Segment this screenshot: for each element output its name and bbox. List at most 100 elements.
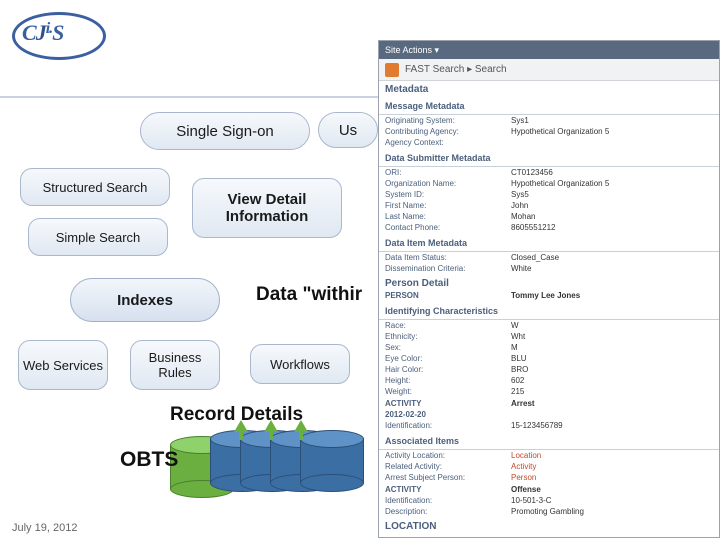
k: Height: [385,375,511,386]
k: Data Item Status: [385,252,511,263]
v: Offense [511,484,713,495]
sso-label: Single Sign-on [172,121,278,142]
v: M [511,342,713,353]
v: Sys1 [511,115,713,126]
logo-s: S [52,20,63,45]
k: First Name: [385,200,511,211]
panel-body: Metadata Message Metadata Originating Sy… [379,81,719,537]
up-arrow-icon [294,420,308,432]
v: 10-501-3-C [511,495,713,506]
logo-j: J [36,20,46,45]
k: Originating System: [385,115,511,126]
k: Identification: [385,495,511,506]
workflows-label: Workflows [266,355,334,374]
k: Related Activity: [385,461,511,472]
k: Organization Name: [385,178,511,189]
k: PERSON [385,290,511,301]
structured-label: Structured Search [39,178,152,197]
simple-label: Simple Search [52,228,145,247]
v: Sys5 [511,189,713,200]
v: 8605551212 [511,222,713,233]
breadcrumb: FAST Search ▸ Search [379,59,719,81]
workflows-box: Workflows [250,344,350,384]
v: John [511,200,713,211]
footer-date: July 19, 2012 [12,522,77,534]
activity-date: 2012-02-20 [385,409,511,420]
up-arrow-icon [234,420,248,432]
site-actions[interactable]: Site Actions ▾ [379,41,719,59]
k: Eye Color: [385,353,511,364]
k: Contributing Agency: [385,126,511,137]
up-arrow-icon [264,420,278,432]
v: Hypothetical Organization 5 [511,126,713,137]
activity-heading: ACTIVITY [385,398,511,409]
view-detail-label: View Detail Information [193,189,341,227]
k: Race: [385,320,511,331]
v: 15-123456789 [511,420,713,431]
activity2-heading: ACTIVITY [385,484,511,495]
v: Hypothetical Organization 5 [511,178,713,189]
obts-heading: OBTS [120,448,178,472]
v: BLU [511,353,713,364]
v: Closed_Case [511,252,713,263]
k: Activity Location: [385,450,511,461]
data-within-text: Data "withir [256,284,362,306]
indexes-label: Indexes [113,290,177,311]
v[interactable]: Location [511,450,713,461]
k: Arrest Subject Person: [385,472,511,483]
v: CT0123456 [511,167,713,178]
k: Agency Context: [385,137,511,148]
v: Wht [511,331,713,342]
k: Description: [385,506,511,517]
idch-heading: Identifying Characteristics [379,303,719,320]
location-heading: LOCATION [379,518,719,533]
db-cylinder-4 [300,430,364,492]
v[interactable]: Person [511,472,713,483]
us-box: Us [318,112,378,148]
v [511,137,713,148]
search-app-icon [385,63,399,77]
indexes-box: Indexes [70,278,220,322]
k: Contact Phone: [385,222,511,233]
person-detail-heading: Person Detail [379,275,719,290]
web-services-box: Web Services [18,340,108,390]
slide: CJi.S Single Sign-on Us Structured Searc… [0,0,720,540]
v: White [511,263,713,274]
k: Dissemination Criteria: [385,263,511,274]
v: 602 [511,375,713,386]
web-services-label: Web Services [19,356,107,375]
logo-text: CJi.S [22,20,63,46]
view-detail-box: View Detail Information [192,178,342,238]
logo-c: C [22,20,36,45]
business-rules-box: Business Rules [130,340,220,390]
single-sign-on-box: Single Sign-on [140,112,310,150]
dsm-heading: Data Submitter Metadata [379,150,719,167]
k: Weight: [385,386,511,397]
k: Identification: [385,420,511,431]
detail-panel: Site Actions ▾ FAST Search ▸ Search Meta… [378,40,720,538]
v: Mohan [511,211,713,222]
database-stack [200,430,360,504]
k: Sex: [385,342,511,353]
v: BRO [511,364,713,375]
k: Hair Color: [385,364,511,375]
v: W [511,320,713,331]
k: Last Name: [385,211,511,222]
v: Tommy Lee Jones [511,290,713,301]
k: System ID: [385,189,511,200]
metadata-heading: Metadata [379,81,719,96]
simple-search-box: Simple Search [28,218,168,256]
k: ORI: [385,167,511,178]
message-metadata-heading: Message Metadata [379,98,719,115]
v: Arrest [511,398,713,409]
business-rules-label: Business Rules [131,348,219,382]
assoc-heading: Associated Items [379,433,719,450]
v: 215 [511,386,713,397]
us-label: Us [335,120,361,141]
k: Ethnicity: [385,331,511,342]
location-sub: Location [379,535,719,537]
v: Promoting Gambling [511,506,713,517]
breadcrumb-text: FAST Search ▸ Search [405,64,507,75]
dim-heading: Data Item Metadata [379,235,719,252]
v[interactable]: Activity [511,461,713,472]
